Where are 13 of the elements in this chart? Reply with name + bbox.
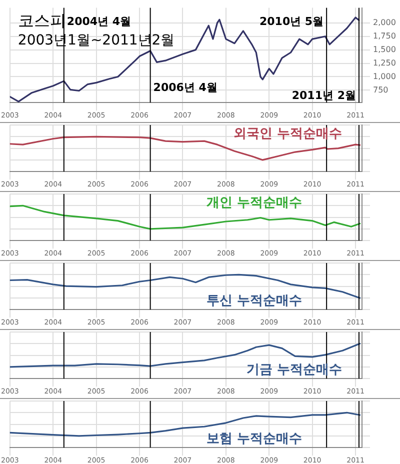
y-tick-label: 2,000: [373, 18, 396, 27]
ref-line-label: 2006년 4월: [153, 81, 218, 94]
y-tick-label: 1,250: [373, 58, 396, 68]
series-label: 개인 누적순매수: [206, 196, 302, 211]
y-tick-label: 1,750: [373, 31, 396, 40]
chart-title: 코스피: [18, 10, 66, 30]
y-tick-label: 1,500: [373, 44, 396, 54]
ref-line-label: 2010년 5월: [259, 14, 324, 28]
y-tick-label: 750: [373, 85, 388, 94]
ref-line-label: 2004년 4월: [66, 14, 132, 28]
y-tick-label: 1,000: [373, 72, 396, 81]
series-label: 투신 누적순매수: [206, 294, 302, 309]
series-label: 보험 누적순매수: [206, 432, 302, 447]
